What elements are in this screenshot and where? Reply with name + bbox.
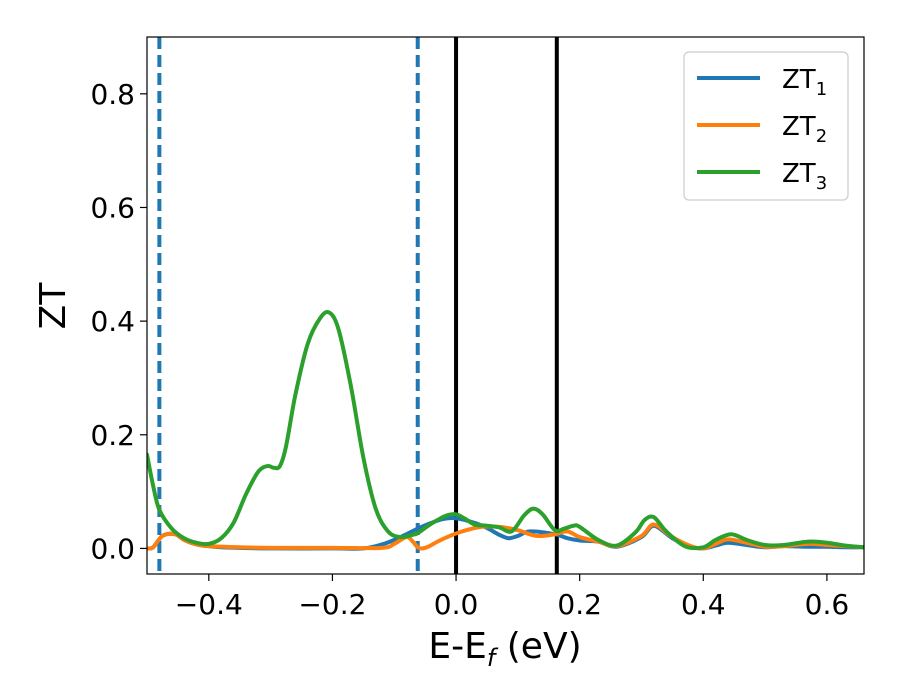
series-layer: [147, 309, 864, 551]
vline-layer: [157, 37, 559, 574]
legend-label-zt1: ZT1: [782, 65, 827, 100]
x-tick-label: 0.2: [557, 588, 602, 621]
x-tick-label: −0.4: [175, 588, 243, 621]
x-tick-label: −0.2: [298, 588, 366, 621]
x-tick-label: 0.0: [434, 588, 479, 621]
legend: ZT1 ZT2 ZT3: [683, 51, 849, 201]
y-tick-label: 0.4: [90, 305, 135, 338]
series-line-zt3: [147, 309, 864, 551]
y-tick-label: 0.0: [90, 532, 135, 565]
x-tick-label: 0.6: [805, 588, 850, 621]
plot-frame: [146, 36, 865, 575]
y-axis: 0.0 0.2 0.4 0.6 0.8: [90, 78, 147, 565]
legend-box: [683, 51, 849, 201]
y-tick-label: 0.2: [90, 419, 135, 452]
x-tick-label: 0.4: [681, 588, 726, 621]
x-axis-label: E-Ef (eV): [428, 626, 581, 672]
legend-label-zt2: ZT2: [782, 112, 827, 147]
legend-label-zt3: ZT3: [782, 159, 827, 194]
y-axis-label: ZT: [33, 282, 74, 330]
y-tick-label: 0.6: [90, 191, 135, 224]
y-tick-label: 0.8: [90, 78, 135, 111]
x-axis: −0.4 −0.2 0.0 0.2 0.4 0.6: [175, 574, 849, 621]
